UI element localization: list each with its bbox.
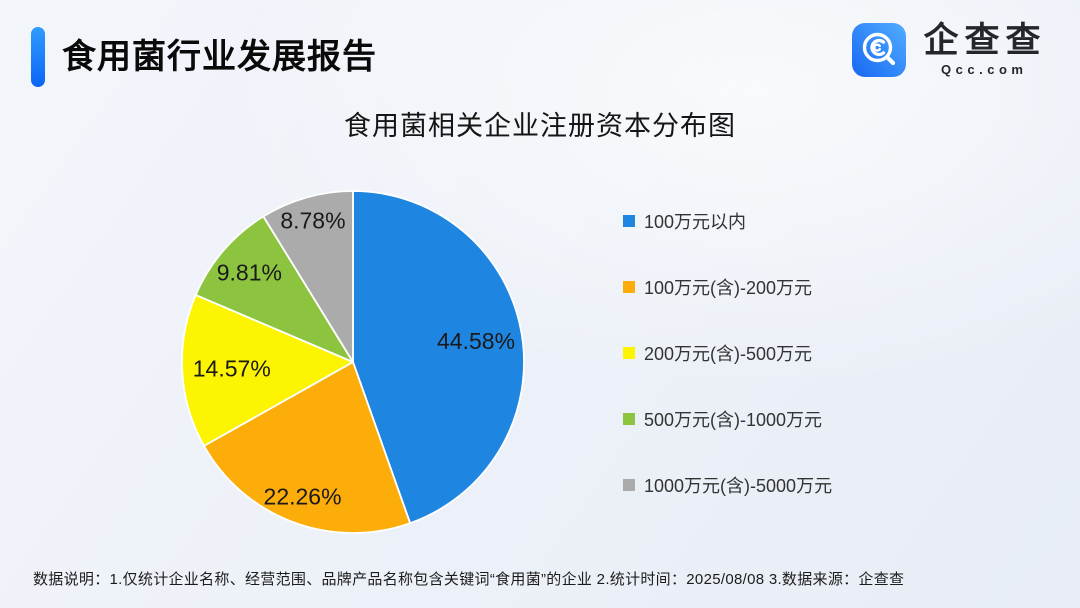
title-accent-bar: [31, 27, 45, 87]
legend-item-label: 500万元(含)-1000万元: [644, 410, 823, 430]
pie-slice-label-1: 22.26%: [264, 483, 342, 509]
pie-slice-label-2: 14.57%: [193, 356, 271, 382]
qcc-logo: 企查查 Qcc.com: [852, 22, 1047, 78]
legend-item-3[interactable]: 500万元(含)-1000万元: [623, 408, 832, 430]
legend-item-1[interactable]: 100万元(含)-200万元: [623, 276, 832, 298]
legend-item-4[interactable]: 1000万元(含)-5000万元: [623, 474, 832, 496]
legend-item-label: 100万元(含)-200万元: [644, 278, 813, 298]
chart-title: 食用菌相关企业注册资本分布图: [344, 111, 736, 141]
qcc-logo-name: 企查查: [923, 21, 1047, 60]
legend-swatch-icon: [623, 281, 635, 293]
pie-slice-label-0: 44.58%: [437, 328, 515, 354]
pie-slice-label-4: 8.78%: [280, 207, 345, 233]
qcc-logo-domain: Qcc.com: [941, 62, 1028, 77]
legend-item-label: 100万元以内: [644, 212, 747, 232]
pie-slice-4[interactable]: [262, 190, 354, 363]
legend-item-0[interactable]: 100万元以内: [623, 210, 832, 232]
legend-swatch-icon: [623, 413, 635, 425]
legend-item-label: 200万元(含)-500万元: [644, 344, 813, 364]
page-title: 食用菌行业发展报告: [62, 38, 377, 76]
legend-swatch-icon: [623, 347, 635, 359]
pie-slice-2[interactable]: [181, 294, 354, 447]
pie-slice-3[interactable]: [194, 215, 354, 363]
legend-item-2[interactable]: 200万元(含)-500万元: [623, 342, 832, 364]
pie-slice-0[interactable]: [352, 190, 525, 525]
legend-item-label: 1000万元(含)-5000万元: [644, 476, 833, 496]
chart-legend: 100万元以内 100万元(含)-200万元 200万元(含)-500万元 500万元…: [623, 210, 832, 496]
data-source-note: 数据说明：1.仅统计企业名称、经营范围、品牌产品名称包含关键词“食用菌”的企业 …: [33, 571, 905, 588]
pie-slice-label-3: 9.81%: [217, 260, 282, 286]
legend-swatch-icon: [623, 215, 635, 227]
qcc-logo-icon: [852, 23, 906, 77]
qcc-logo-text: 企查查 Qcc.com: [917, 22, 1047, 78]
pie-slice-1[interactable]: [203, 361, 412, 534]
legend-swatch-icon: [623, 479, 635, 491]
